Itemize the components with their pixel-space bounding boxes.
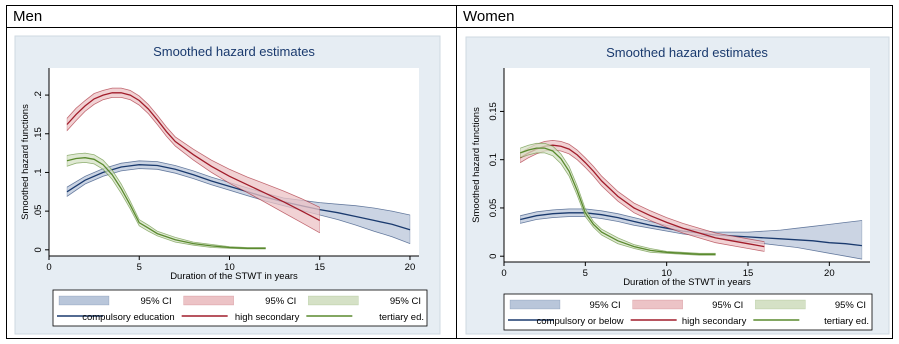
legend-ci-swatch-compulsory — [509, 299, 561, 310]
panel-women: Smoothed hazard estimates 0 0.05 0.1 0.15 0 5 1… — [456, 27, 893, 339]
y-axis-label: Smoothed hazard functions — [471, 107, 482, 223]
legend-series-label: high secondary — [682, 316, 747, 327]
legend-ci-label: 95% CI — [590, 300, 621, 311]
ci-band-compulsory — [66, 160, 411, 245]
panel-men: Smoothed hazard estimates 0 .05 .1 .15 .2 0 5 10… — [6, 27, 457, 339]
x-tick-label: 15 — [743, 268, 754, 279]
y-tick-label: .2 — [33, 91, 44, 99]
series-group — [519, 139, 863, 260]
ci-lower-tertiary — [520, 152, 716, 256]
y-tick-label: 0.05 — [488, 199, 499, 218]
x-tick-label: 15 — [314, 262, 325, 273]
legend-series-label: tertiary ed. — [824, 316, 869, 327]
ci-band-high — [519, 140, 765, 252]
y-axis-label: Smoothed hazard functions — [20, 104, 31, 220]
legend-ci-swatch-tertiary — [755, 299, 806, 310]
x-tick-label: 20 — [405, 262, 416, 273]
chart-title: Smoothed hazard estimates — [606, 45, 768, 60]
legend-ci-swatch-high — [183, 295, 234, 306]
series-group — [66, 87, 411, 250]
y-tick-label: 0.1 — [488, 153, 499, 166]
x-tick-label: 5 — [583, 268, 588, 279]
x-axis-label: Duration of the STWT in years — [170, 271, 298, 282]
x-tick-label: 5 — [137, 262, 142, 273]
chart-title: Smoothed hazard estimates — [153, 44, 315, 59]
panel-header-women: Women — [456, 5, 893, 28]
legend-box — [503, 293, 873, 331]
panel-header-men: Men — [6, 5, 457, 28]
chart-men: Smoothed hazard estimates 0 .05 .1 .15 .2 0 5 10… — [14, 35, 441, 335]
ci-band-high — [66, 87, 321, 234]
ci-lower-tertiary — [66, 161, 266, 250]
ci-upper-tertiary — [520, 142, 716, 254]
series-line-tertiary — [66, 157, 266, 249]
y-tick-label: .05 — [33, 205, 44, 218]
x-tick-label: 20 — [824, 268, 835, 279]
legend-ci-swatch-high — [632, 299, 683, 310]
ci-lower-compulsory — [66, 168, 411, 244]
figure-table: Men Women Smoothed hazard estimates 0.05.… — [6, 5, 893, 339]
legend-series-label: compulsory education — [82, 312, 174, 323]
chart-women: Smoothed hazard estimates 0 0.05 0.1 0.15 0 5 1… — [465, 36, 890, 335]
legend-ci-label: 95% CI — [712, 300, 743, 311]
ci-upper-high — [520, 139, 765, 243]
y-tick-label: 0 — [33, 247, 44, 252]
y-tick-label: 0 — [488, 254, 499, 259]
x-tick-label: 10 — [224, 262, 235, 273]
series-line-tertiary — [520, 147, 716, 255]
ci-upper-high — [66, 87, 320, 208]
ci-band-tertiary — [66, 152, 266, 250]
x-axis-label: Duration of the STWT in years — [623, 277, 751, 288]
legend-ci-label: 95% CI — [265, 296, 296, 307]
y-tick-label: .1 — [33, 168, 44, 176]
legend-box — [52, 289, 428, 327]
legend-ci-label: 95% CI — [141, 296, 172, 307]
legend-ci-swatch-compulsory — [58, 295, 110, 306]
x-tick-label: 10 — [661, 268, 672, 279]
legend-series-label: compulsory or below — [537, 316, 624, 327]
y-tick-label: 0.15 — [488, 102, 499, 121]
ci-lower-high — [66, 97, 320, 234]
legend-ci-label: 95% CI — [390, 296, 421, 307]
x-tick-label: 0 — [501, 268, 506, 279]
ci-upper-tertiary — [66, 152, 266, 248]
legend-ci-label: 95% CI — [835, 300, 866, 311]
series-line-compulsory — [66, 164, 411, 231]
legend-series-label: high secondary — [235, 312, 300, 323]
x-tick-label: 0 — [46, 262, 51, 273]
y-tick-label: .15 — [33, 127, 44, 140]
series-line-high — [66, 92, 320, 221]
legend-series-label: tertiary ed. — [379, 312, 424, 323]
legend-ci-swatch-tertiary — [308, 295, 359, 306]
